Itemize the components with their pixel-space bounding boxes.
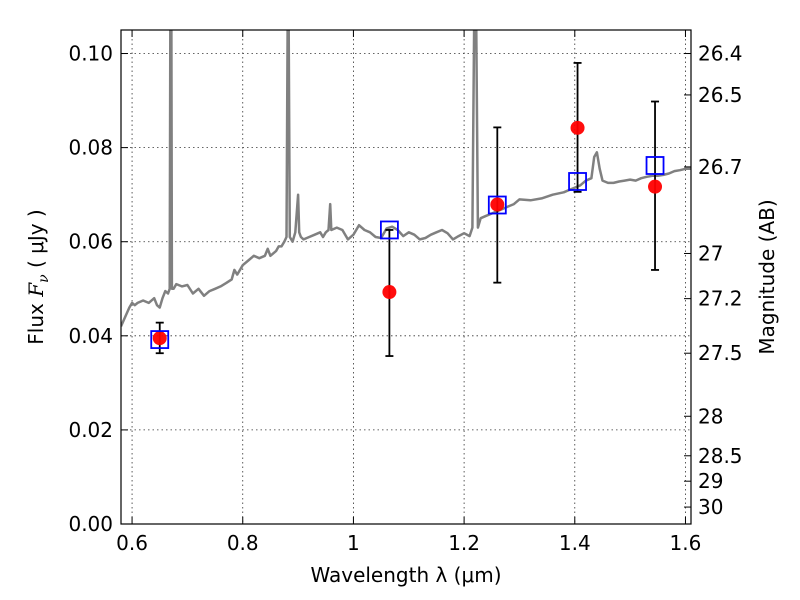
x-axis-ticks: 0.6 0.8 1 1.2 1.4 1.6	[116, 30, 701, 555]
y-axis-label-left: Flux Fν ( μJy )	[24, 209, 52, 344]
observed-point	[152, 331, 167, 346]
y-tick-label: 0.08	[68, 136, 113, 160]
y-tick-label: 0.02	[68, 418, 113, 442]
right-tick-label: 26.7	[698, 155, 743, 179]
grid	[121, 30, 691, 524]
plot-frame	[120, 29, 692, 525]
observed-point	[490, 197, 505, 212]
observed-points	[152, 120, 663, 346]
right-tick-label: 30	[698, 495, 723, 519]
model-points	[150, 156, 665, 349]
right-tick-label: 27	[698, 241, 723, 265]
right-tick-label: 28	[698, 404, 723, 428]
x-tick-label: 1.2	[448, 531, 480, 555]
model-point	[150, 330, 170, 349]
right-tick-label: 26.5	[698, 83, 743, 107]
y-axis-ticks: 0.00 0.02 0.04 0.06 0.08 0.10	[68, 42, 128, 536]
y-tick-label: 0.10	[68, 42, 113, 66]
model-point	[379, 220, 399, 240]
x-tick-label: 1	[347, 531, 360, 555]
right-tick-label: 26.4	[698, 42, 743, 66]
model-point	[487, 195, 507, 215]
spectrum-line	[121, 30, 691, 327]
y-tick-label: 0.06	[68, 230, 113, 254]
observed-point	[648, 179, 663, 194]
right-tick-label: 28.5	[698, 444, 743, 468]
y-axis-label-right: Magnitude (AB)	[755, 199, 779, 354]
x-axis-label: Wavelength λ (μm)	[310, 563, 501, 587]
y-tick-label: 0.04	[68, 324, 113, 348]
x-tick-label: 1.4	[559, 531, 591, 555]
x-tick-label: 1.6	[670, 531, 702, 555]
x-tick-label: 0.6	[116, 531, 148, 555]
observed-point	[382, 285, 397, 300]
right-tick-label: 27.5	[698, 341, 743, 365]
right-tick-label: 29	[698, 469, 723, 493]
model-point	[645, 156, 665, 175]
x-tick-label: 0.8	[227, 531, 259, 555]
error-bars	[155, 62, 660, 357]
model-point	[568, 172, 587, 191]
y-tick-label: 0.00	[68, 512, 113, 536]
right-tick-label: 27.2	[698, 287, 743, 311]
observed-point	[570, 120, 585, 135]
spectrum	[121, 30, 691, 327]
